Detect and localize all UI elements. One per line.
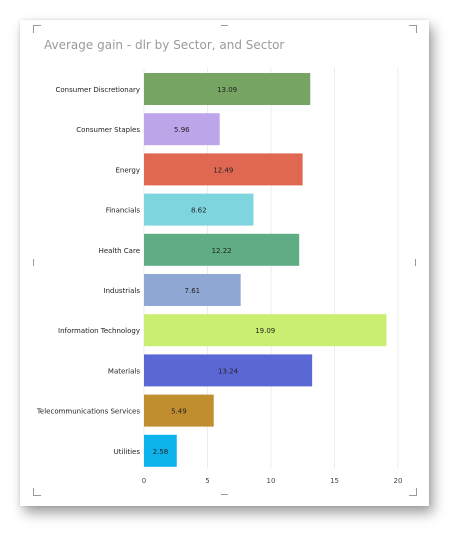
resize-handle-left[interactable] bbox=[33, 259, 34, 266]
x-tick-label: 5 bbox=[205, 477, 209, 485]
resize-corner-bottom-left[interactable] bbox=[33, 488, 41, 496]
resize-corner-bottom-right[interactable] bbox=[409, 488, 417, 496]
chart-plot: Consumer Discretionary 13.09 Consumer Stap… bbox=[36, 68, 403, 485]
data-label: 8.62 bbox=[191, 207, 207, 215]
category-label: Materials bbox=[108, 367, 140, 375]
data-label: 12.22 bbox=[212, 247, 232, 255]
data-label: 12.49 bbox=[213, 166, 233, 174]
resize-corner-top-right[interactable] bbox=[409, 25, 417, 33]
chart-title: Average gain - dlr by Sector, and Sector bbox=[44, 38, 285, 52]
category-label: Industrials bbox=[104, 287, 141, 295]
resize-corner-top-left[interactable] bbox=[33, 25, 41, 33]
category-label: Utilities bbox=[114, 448, 141, 456]
bar[interactable] bbox=[144, 193, 254, 226]
category-label: Information Technology bbox=[58, 327, 140, 335]
data-label: 19.09 bbox=[255, 327, 275, 335]
data-label: 5.49 bbox=[171, 408, 187, 416]
bar[interactable] bbox=[144, 73, 311, 105]
x-tick-label: 0 bbox=[142, 477, 146, 485]
category-label: Financials bbox=[106, 207, 141, 215]
resize-handle-top[interactable] bbox=[221, 25, 228, 26]
resize-handle-right[interactable] bbox=[415, 259, 416, 266]
x-tick-label: 20 bbox=[394, 477, 403, 485]
category-label: Health Care bbox=[99, 247, 140, 255]
bar[interactable] bbox=[144, 434, 177, 467]
bar[interactable] bbox=[144, 394, 214, 427]
bar[interactable] bbox=[144, 113, 220, 146]
data-label: 5.96 bbox=[174, 126, 190, 134]
category-label: Consumer Staples bbox=[76, 126, 140, 134]
resize-handle-bottom[interactable] bbox=[221, 494, 228, 495]
bar[interactable] bbox=[144, 314, 387, 347]
bar[interactable] bbox=[144, 274, 241, 306]
data-label: 7.61 bbox=[185, 287, 201, 295]
category-label: Consumer Discretionary bbox=[56, 86, 141, 94]
bar[interactable] bbox=[144, 354, 313, 387]
category-label: Telecommunications Services bbox=[36, 408, 141, 416]
x-tick-label: 15 bbox=[330, 477, 339, 485]
bar-chart-visual[interactable]: Average gain - dlr by Sector, and Sector… bbox=[20, 20, 429, 506]
bar[interactable] bbox=[144, 233, 300, 266]
data-label: 13.09 bbox=[217, 86, 237, 94]
bar[interactable] bbox=[144, 153, 303, 186]
data-label: 13.24 bbox=[218, 367, 239, 375]
data-label: 2.58 bbox=[153, 448, 169, 456]
category-label: Energy bbox=[115, 166, 140, 174]
x-tick-label: 10 bbox=[267, 477, 276, 485]
